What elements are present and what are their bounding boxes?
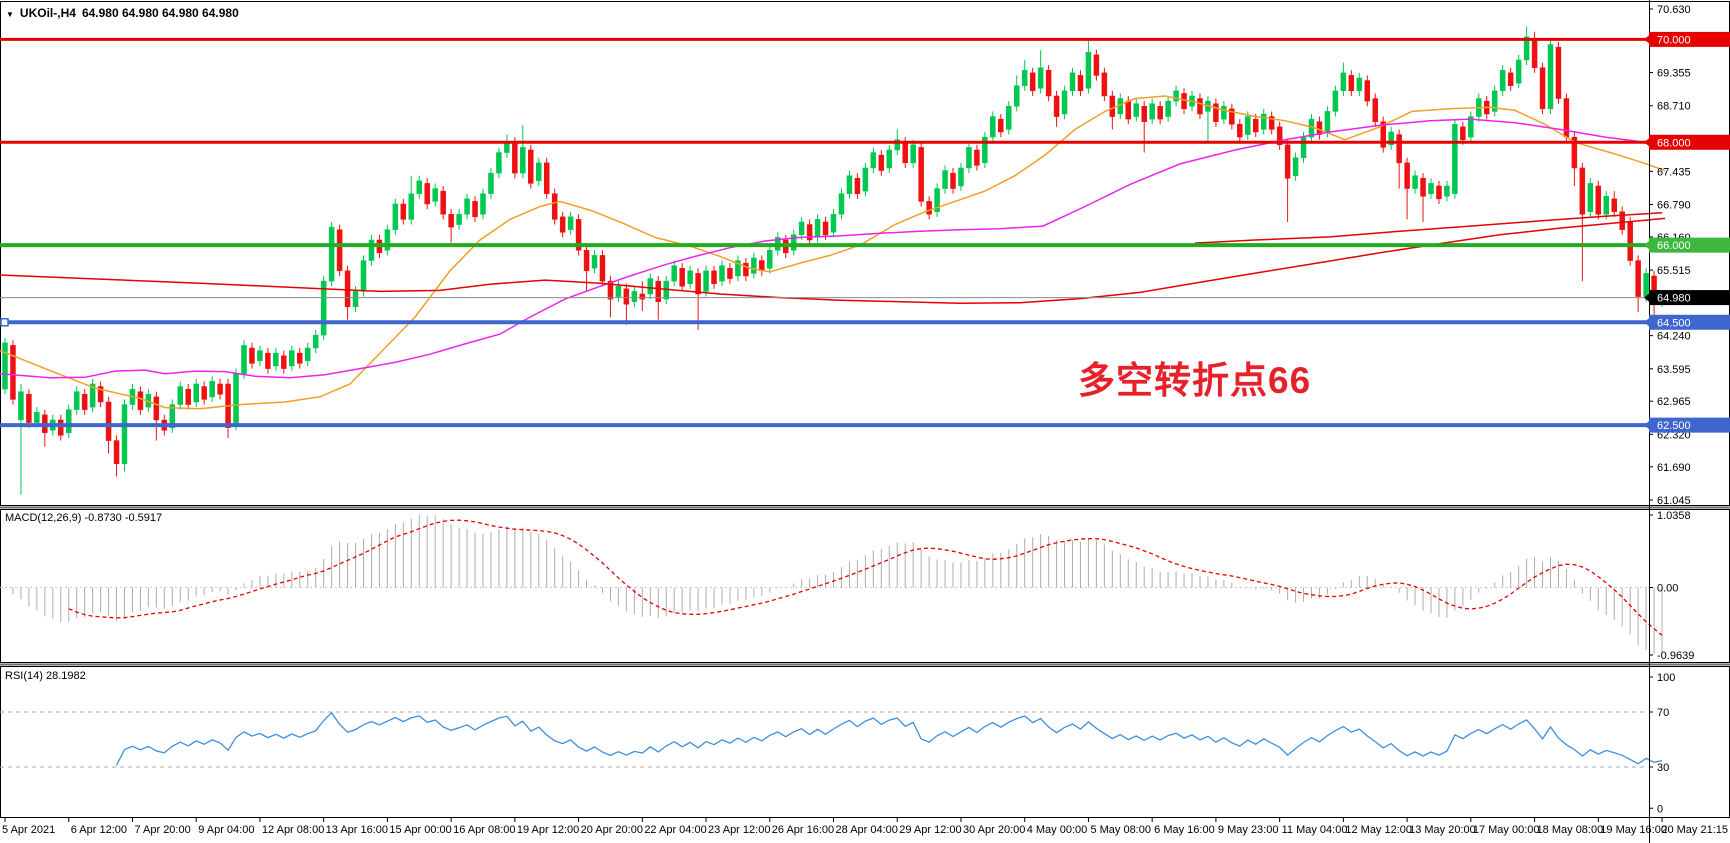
price-tick-label: 63.595	[1657, 364, 1691, 376]
price-badge-64.980: 64.980	[1644, 290, 1730, 306]
price-badge-66.000: 66.000	[1644, 237, 1730, 253]
macd-indicator-label: MACD(12,26,9) -0.8730 -0.5917	[5, 512, 163, 524]
time-tick-label: 19 May 16:00	[1600, 824, 1667, 836]
price-tick-label: 64.240	[1657, 331, 1691, 343]
rsi-tick-label: 100	[1657, 672, 1675, 684]
rsi-indicator-label: RSI(14) 28.1982	[5, 670, 86, 682]
macd-values: -0.8730 -0.5917	[84, 512, 163, 524]
svg-text:62.500: 62.500	[1657, 420, 1691, 432]
time-tick-label: 9 Apr 04:00	[198, 824, 254, 836]
candlestick-series	[2, 26, 1665, 495]
rsi-tick-label: 30	[1657, 762, 1669, 774]
main-chart-plot[interactable]	[0, 26, 1666, 495]
price-tick-label: 69.355	[1657, 68, 1691, 80]
time-tick-label: 20 May 21:15	[1661, 824, 1728, 836]
time-tick-label: 16 Apr 08:00	[453, 824, 515, 836]
ma-trend-red-2	[1194, 211, 1663, 244]
price-badge-62.500: 62.500	[1644, 417, 1730, 433]
rsi-tick-label: 70	[1657, 707, 1669, 719]
price-tick-label: 70.630	[1657, 4, 1691, 16]
rsi-line	[115, 711, 1663, 766]
time-tick-label: 26 Apr 16:00	[772, 824, 834, 836]
price-tick-label: 66.790	[1657, 199, 1691, 211]
annotation-text[interactable]: 多空转折点66	[1078, 360, 1312, 401]
time-tick-label: 23 Apr 12:00	[708, 824, 770, 836]
time-tick-label: 30 Apr 20:00	[963, 824, 1025, 836]
price-badge-70.000: 70.000	[1644, 31, 1730, 47]
rsi-panel-frame	[0, 666, 1730, 818]
svg-text:64.980: 64.980	[1657, 293, 1691, 305]
time-tick-label: 5 May 08:00	[1090, 824, 1151, 836]
svg-text:66.000: 66.000	[1657, 240, 1691, 252]
price-tick-label: 67.435	[1657, 166, 1691, 178]
svg-text:64.500: 64.500	[1657, 317, 1691, 329]
rsi-plot[interactable]	[0, 711, 1663, 768]
time-axis[interactable]: 5 Apr 2021 6 Apr 12:00 7 Apr 20:00 9 Apr 04…	[2, 818, 1728, 836]
time-tick-label: 7 Apr 20:00	[134, 824, 190, 836]
chart-title-bar: ▼ UKOil-,H4 64.980 64.980 64.980 64.980	[6, 6, 239, 20]
time-tick-label: 12 Apr 08:00	[262, 824, 324, 836]
main-chart-panel-frame	[0, 1, 1730, 506]
svg-text:68.000: 68.000	[1657, 137, 1691, 149]
symbol-dropdown-icon[interactable]: ▼	[6, 9, 14, 19]
symbol-title: UKOil-,H4	[19, 6, 76, 20]
price-axis[interactable]: 70.63069.35568.71067.43566.79066.16065.5…	[1644, 0, 1730, 843]
macd-plot[interactable]	[0, 514, 1663, 654]
svg-text:70.000: 70.000	[1657, 34, 1691, 46]
price-tick-label: 61.045	[1657, 495, 1691, 507]
time-tick-label: 13 Apr 16:00	[326, 824, 388, 836]
macd-tick-label: 0.00	[1657, 583, 1678, 595]
time-tick-label: 28 Apr 04:00	[836, 824, 898, 836]
time-tick-label: 15 Apr 00:00	[389, 824, 451, 836]
time-tick-label: 9 May 23:00	[1218, 824, 1279, 836]
time-tick-label: 6 Apr 12:00	[71, 824, 127, 836]
macd-signal-line	[68, 519, 1663, 636]
hline-drag-handle[interactable]	[0, 318, 9, 327]
rsi-tick-label: 0	[1657, 803, 1663, 815]
time-tick-label: 29 Apr 12:00	[899, 824, 961, 836]
time-tick-label: 5 Apr 2021	[2, 824, 55, 836]
price-tick-label: 68.710	[1657, 101, 1691, 113]
time-tick-label: 11 May 04:00	[1282, 824, 1348, 836]
time-tick-label: 6 May 16:00	[1154, 824, 1215, 836]
price-tick-label: 62.965	[1657, 396, 1691, 408]
time-tick-label: 13 May 20:00	[1409, 824, 1476, 836]
price-badge-68.000: 68.000	[1644, 134, 1730, 150]
price-tick-label: 65.515	[1657, 265, 1691, 277]
price-badge-64.500: 64.500	[1644, 314, 1730, 330]
macd-histogram	[12, 514, 1663, 654]
time-tick-label: 22 Apr 04:00	[644, 824, 706, 836]
ohlc-values: 64.980 64.980 64.980 64.980	[81, 6, 239, 20]
time-tick-label: 4 May 00:00	[1027, 824, 1088, 836]
time-tick-label: 12 May 12:00	[1345, 824, 1412, 836]
time-tick-label: 18 May 08:00	[1537, 824, 1604, 836]
macd-tick-label: -0.9639	[1657, 650, 1694, 662]
time-tick-label: 17 May 00:00	[1473, 824, 1540, 836]
rsi-value: 28.1982	[45, 670, 86, 682]
ma-mid-magenta	[0, 118, 1666, 379]
time-tick-label: 20 Apr 20:00	[581, 824, 643, 836]
macd-tick-label: 1.0358	[1657, 510, 1691, 522]
time-tick-label: 19 Apr 12:00	[517, 824, 579, 836]
price-tick-label: 61.690	[1657, 462, 1691, 474]
